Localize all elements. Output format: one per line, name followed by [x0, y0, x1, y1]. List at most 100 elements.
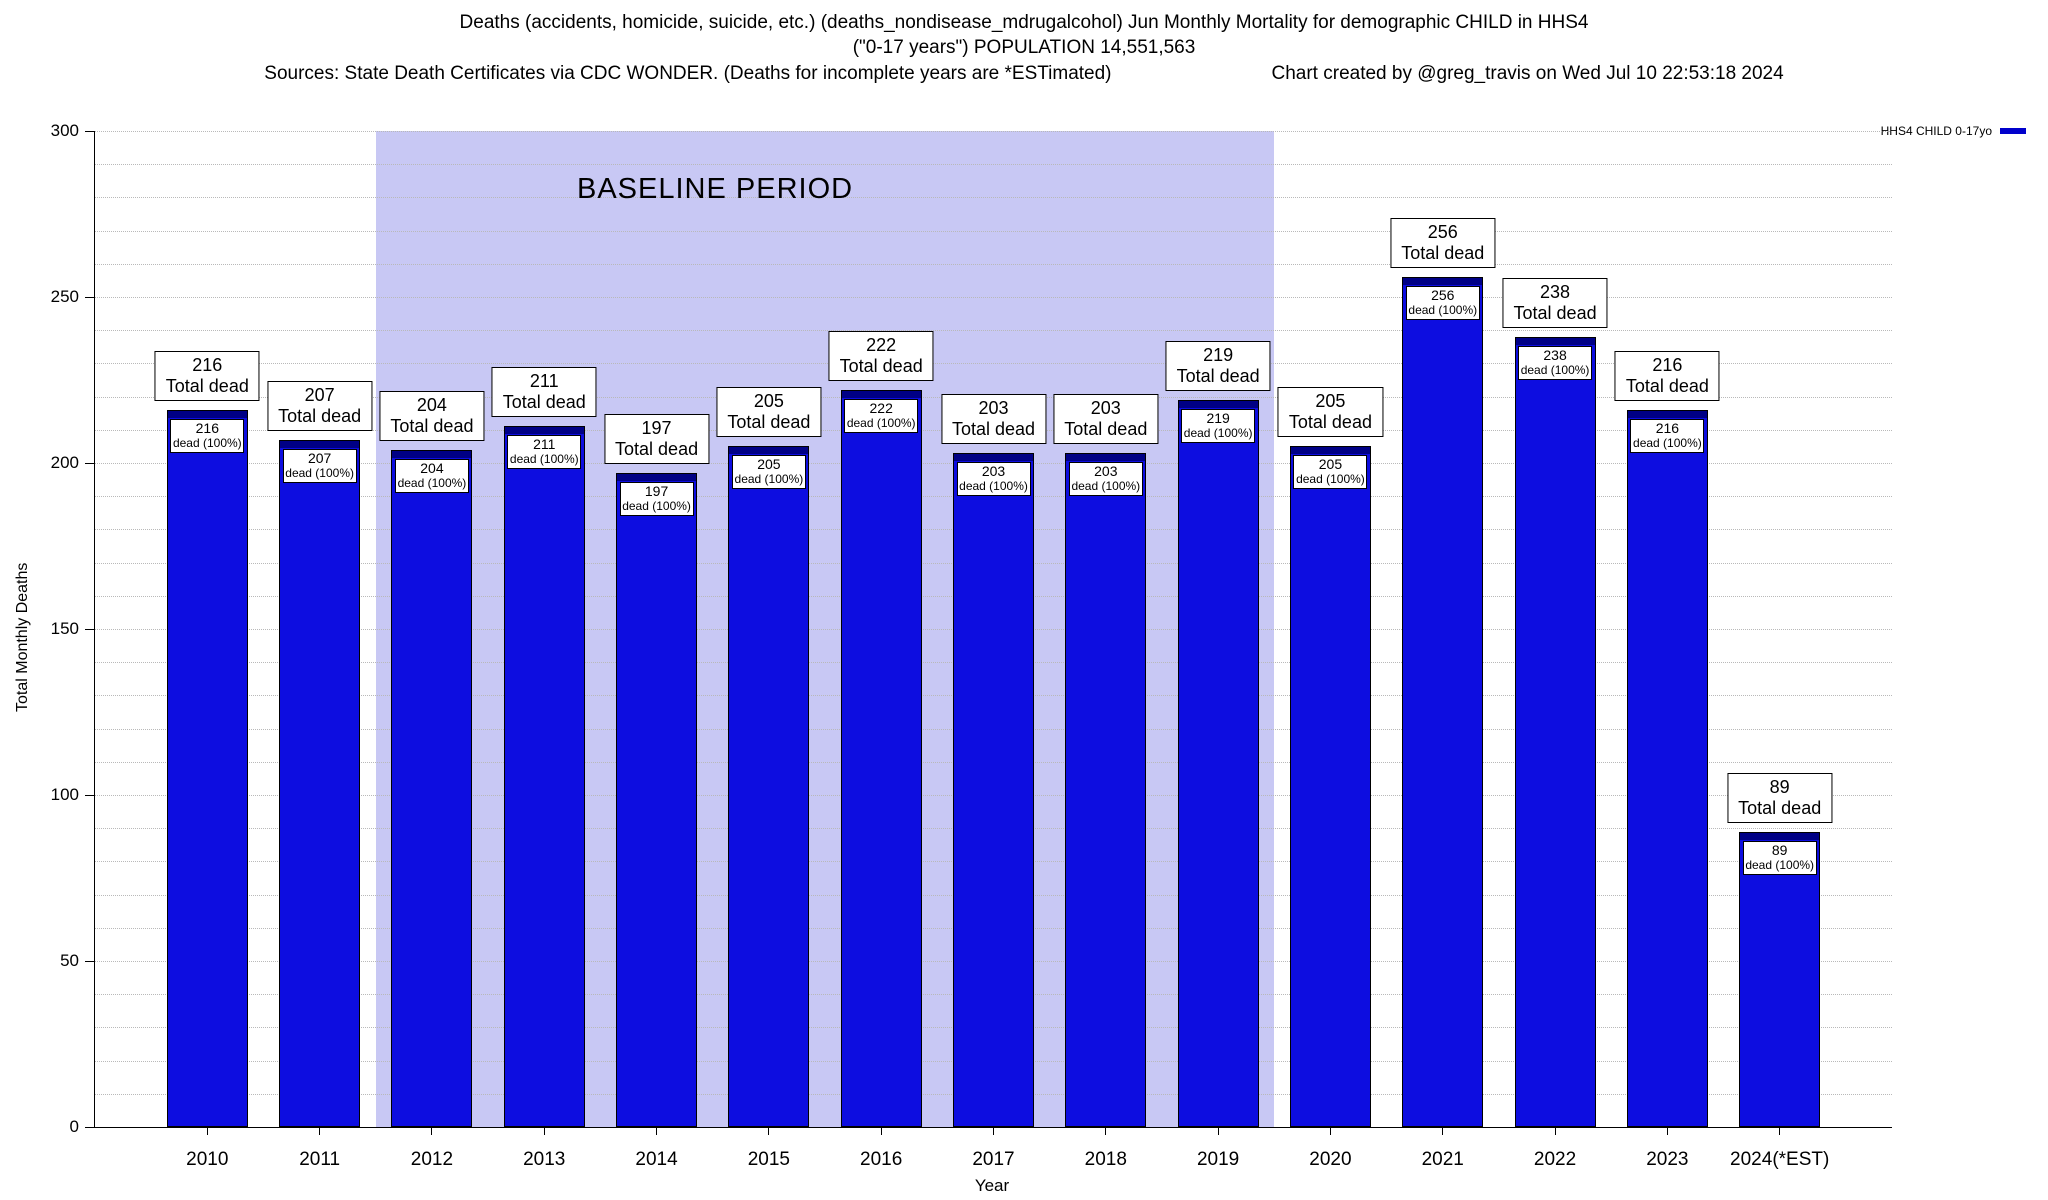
bar-2019 [1177, 399, 1259, 1127]
chart-credit: Chart created by @greg_travis on Wed Jul… [1271, 63, 1784, 84]
bar-inner-caption-2023: dead (100%) [1633, 435, 1702, 450]
bar-2017 [953, 453, 1034, 1127]
bar-inner-caption-2015: dead (100%) [734, 472, 804, 487]
bar-outer-caption-2012: Total dead [390, 415, 474, 436]
x-tick-2019 [1217, 1128, 1219, 1135]
bar-inner-caption-2013: dead (100%) [509, 452, 579, 467]
bar-outer-label-2021: 256 Total dead [1390, 218, 1496, 269]
gridline-240 [95, 330, 1892, 332]
bar-inner-caption-2012: dead (100%) [397, 475, 467, 490]
bar-cap-2015 [729, 447, 809, 455]
bar-cap-2019 [1178, 400, 1258, 408]
bar-cap-2016 [841, 390, 921, 398]
x-tick-label-2015: 2015 [747, 1149, 791, 1170]
y-tick-100 [85, 794, 94, 796]
bar-inner-caption-2011: dead (100%) [285, 465, 354, 480]
bar-2016 [840, 389, 922, 1127]
bar-outer-caption-2020: Total dead [1288, 412, 1372, 433]
x-tick-label-2023: 2023 [1646, 1149, 1689, 1170]
gridline-270 [95, 230, 1892, 232]
bar-inner-value-2017: 203 [981, 463, 1006, 480]
bar-cap-2024(*EST) [1740, 832, 1820, 840]
bar-outer-label-2014: 197 Total dead [604, 413, 710, 464]
bar-inner-label-2021: 256 dead (100%) [1405, 286, 1480, 321]
x-tick-2021 [1442, 1128, 1444, 1135]
x-tick-2014 [656, 1128, 658, 1135]
bar-inner-caption-2014: dead (100%) [622, 498, 691, 513]
y-tick-150 [85, 628, 94, 630]
x-tick-2015 [768, 1128, 770, 1135]
bar-inner-label-2012: 204 dead (100%) [394, 458, 469, 493]
bar-inner-caption-2024(*EST): dead (100%) [1745, 857, 1815, 872]
bar-inner-label-2014: 197 dead (100%) [619, 481, 694, 516]
bar-inner-value-2010: 216 [195, 419, 219, 436]
bar-outer-value-2017: 203 [978, 398, 1009, 419]
bar-inner-value-2018: 203 [1094, 463, 1118, 480]
x-tick-label-2017: 2017 [972, 1149, 1015, 1170]
bar-outer-value-2024(*EST): 89 [1769, 776, 1790, 797]
x-tick-label-2016: 2016 [860, 1149, 903, 1170]
bar-inner-value-2023: 216 [1655, 419, 1680, 436]
bar-2015 [728, 446, 810, 1127]
bar-outer-value-2020: 205 [1315, 391, 1346, 412]
bar-inner-value-2019: 219 [1206, 409, 1230, 426]
bar-outer-label-2012: 204 Total dead [379, 390, 485, 441]
legend: HHS4 CHILD 0-17yo [1881, 124, 2026, 138]
bar-outer-caption-2015: Total dead [727, 412, 811, 433]
bar-outer-value-2013: 211 [529, 371, 559, 392]
bar-inner-label-2023: 216 dead (100%) [1630, 418, 1705, 453]
bar-outer-caption-2024(*EST): Total dead [1738, 797, 1822, 818]
bar-outer-caption-2014: Total dead [615, 438, 699, 459]
x-tick-2023 [1666, 1128, 1668, 1135]
y-tick-label-50: 50 [60, 951, 79, 970]
bar-inner-label-2020: 205 dead (100%) [1293, 455, 1368, 490]
bar-2018 [1065, 453, 1147, 1127]
x-tick-2020 [1329, 1128, 1331, 1135]
bar-outer-caption-2018: Total dead [1064, 419, 1148, 440]
bar-cap-2012 [392, 450, 472, 458]
bar-inner-label-2016: 222 dead (100%) [844, 398, 919, 433]
bar-cap-2014 [617, 473, 697, 481]
y-tick-250 [85, 296, 94, 298]
bar-cap-2022 [1515, 337, 1595, 345]
x-tick-label-2024(*EST): 2024(*EST) [1730, 1149, 1830, 1170]
bar-outer-caption-2022: Total dead [1513, 302, 1597, 323]
bar-outer-value-2011: 207 [304, 384, 335, 405]
bar-inner-caption-2019: dead (100%) [1183, 425, 1253, 440]
bar-inner-value-2011: 207 [307, 449, 332, 466]
x-tick-label-2018: 2018 [1084, 1149, 1127, 1170]
bar-inner-label-2017: 203 dead (100%) [956, 462, 1031, 497]
bar-outer-label-2020: 205 Total dead [1277, 387, 1383, 438]
chart-header: Deaths (accidents, homicide, suicide, et… [0, 10, 2048, 86]
x-tick-2016 [880, 1128, 882, 1135]
y-tick-label-300: 300 [50, 121, 79, 140]
bar-outer-caption-2019: Total dead [1176, 365, 1260, 386]
bar-outer-label-2023: 216 Total dead [1614, 350, 1720, 401]
bar-outer-value-2019: 219 [1203, 344, 1234, 365]
bar-inner-label-2022: 238 dead (100%) [1518, 345, 1593, 380]
legend-label: HHS4 CHILD 0-17yo [1880, 124, 1992, 138]
y-tick-0 [85, 1126, 94, 1128]
bar-outer-value-2023: 216 [1652, 354, 1683, 375]
bar-inner-value-2020: 205 [1318, 456, 1343, 473]
bar-outer-label-2013: 211 Total dead [491, 367, 597, 418]
y-tick-50 [85, 960, 94, 962]
bar-2013 [503, 426, 585, 1127]
chart-title-line1: Deaths (accidents, homicide, suicide, et… [459, 12, 1589, 33]
bar-inner-label-2018: 203 dead (100%) [1068, 462, 1143, 497]
bar-inner-caption-2022: dead (100%) [1520, 362, 1590, 377]
x-tick-label-2021: 2021 [1421, 1149, 1464, 1170]
x-tick-2017 [993, 1128, 994, 1135]
y-tick-200 [85, 462, 94, 464]
legend-swatch [2000, 128, 2026, 134]
x-tick-label-2013: 2013 [523, 1149, 566, 1170]
x-tick-2013 [543, 1128, 545, 1135]
bar-outer-label-2019: 219 Total dead [1165, 340, 1271, 391]
x-tick-label-2012: 2012 [410, 1149, 454, 1170]
bar-outer-value-2018: 203 [1090, 398, 1121, 419]
bar-2021 [1402, 277, 1484, 1127]
bar-inner-caption-2010: dead (100%) [172, 435, 242, 450]
x-tick-2022 [1554, 1128, 1556, 1135]
x-tick-2012 [431, 1128, 433, 1135]
